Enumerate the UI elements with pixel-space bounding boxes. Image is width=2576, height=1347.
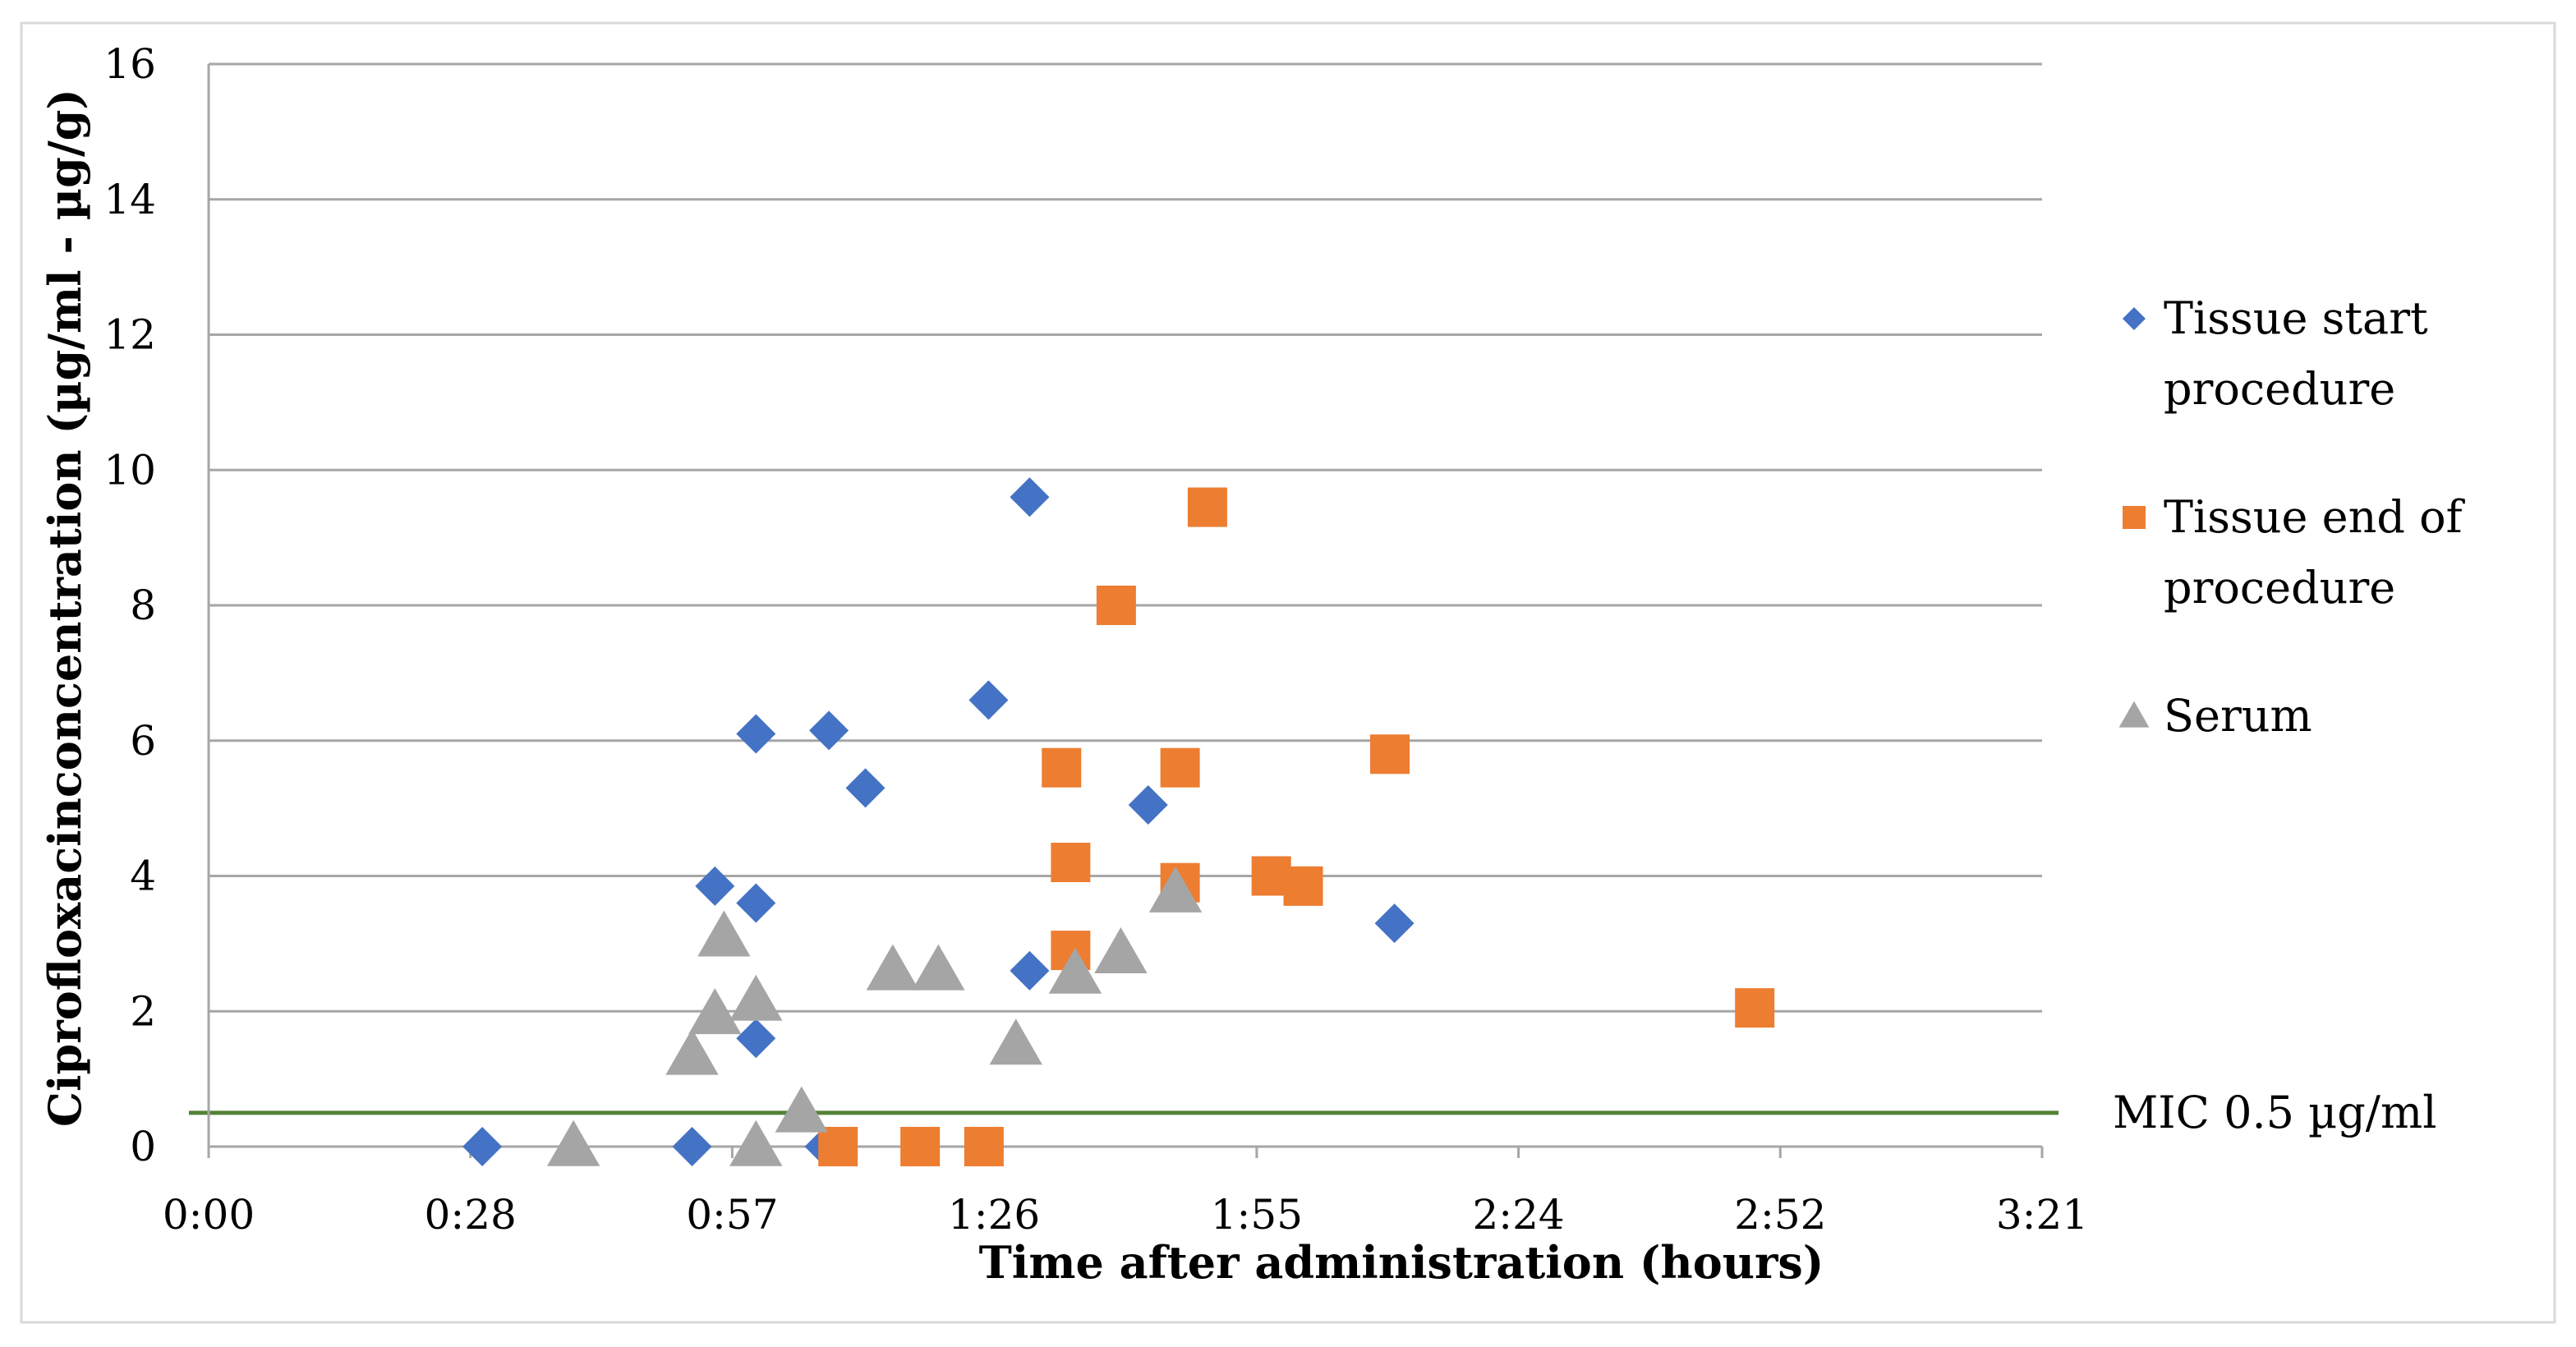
y-tick-label: 4 [130,853,156,900]
data-point-diamond [1128,785,1168,825]
data-point-triangle [775,1086,828,1133]
y-tick-label: 12 [104,311,156,359]
data-point-diamond [736,883,776,923]
x-tick-label: 1:26 [948,1191,1040,1239]
data-point-square [1042,747,1082,788]
axes: 0 2 4 6 8 10 12 14 16 0:00 0:28 0:57 1:26 1:55 2:24 2:5… [104,40,2088,1239]
data-point-square [1096,586,1136,625]
data-point-diamond [1010,950,1050,991]
data-point-diamond [462,1127,503,1166]
legend-label: procedure [2164,363,2395,415]
data-point-diamond [1010,477,1050,517]
data-point-diamond [1374,903,1414,944]
y-tick-label: 14 [104,176,156,223]
data-point-square [1735,988,1775,1028]
data-point-triangle [697,910,751,957]
y-axis-title: Ciprofloxacinconcentration (µg/ml - µg/g… [39,89,91,1127]
legend-label: procedure [2164,562,2395,614]
x-tick-label: 2:52 [1734,1191,1826,1239]
data-point-square [964,1127,1004,1166]
y-tick-label: 10 [104,446,156,494]
data-point-triangle [989,1018,1042,1065]
data-point-square [1160,747,1200,788]
annotations: MIC 0.5 µg/ml [189,1087,2436,1138]
data-point-diamond [695,866,735,906]
data-point-square [1051,843,1091,883]
x-tick-label: 3:21 [1996,1191,2088,1239]
y-tick-label: 8 [130,582,156,629]
legend-marker-diamond [2123,307,2146,330]
data-point-triangle [1048,947,1102,994]
data-point-triangle [912,944,965,991]
data-point-diamond [736,1018,776,1059]
data-point-diamond [672,1127,712,1166]
data-point-triangle [546,1119,600,1166]
data-point-triangle [729,974,783,1021]
data-point-diamond [736,714,776,754]
y-tick-label: 2 [130,987,156,1035]
data-point-square [900,1127,941,1166]
data-point-triangle [1094,927,1148,974]
legend-marker-triangle [2118,701,2150,728]
y-tick-label: 0 [130,1123,156,1170]
data-point-triangle [688,988,742,1035]
data-point-diamond [845,768,886,808]
legend-label: Serum [2164,690,2312,742]
data-point-square [818,1127,858,1166]
x-tick-label: 2:24 [1472,1191,1564,1239]
data-points [462,477,1775,1166]
data-point-triangle [866,944,920,991]
x-tick-label: 0:57 [686,1191,778,1239]
x-axis-title: Time after administration (hours) [979,1236,1824,1289]
chart-frame [20,21,2556,1324]
x-tick-label: 1:55 [1211,1191,1303,1239]
data-point-diamond [968,680,1009,720]
y-tick-label: 16 [104,40,156,88]
data-point-square [1187,487,1227,527]
data-point-triangle [1148,866,1203,913]
data-point-triangle [729,1119,783,1166]
legend-label: Tissue start [2164,292,2428,344]
mic-label: MIC 0.5 µg/ml [2113,1087,2436,1138]
data-point-square [1370,734,1410,775]
legend-marker-square [2123,506,2146,529]
data-point-triangle [665,1028,719,1075]
legend-label: Tissue end of [2164,491,2466,543]
data-point-square [1283,866,1323,906]
x-tick-label: 0:00 [163,1191,255,1239]
x-tick-label: 0:28 [425,1191,517,1239]
data-point-diamond [809,710,849,751]
y-tick-label: 6 [130,717,156,765]
legend: Tissue start procedure Tissue end of proced… [2118,292,2466,742]
